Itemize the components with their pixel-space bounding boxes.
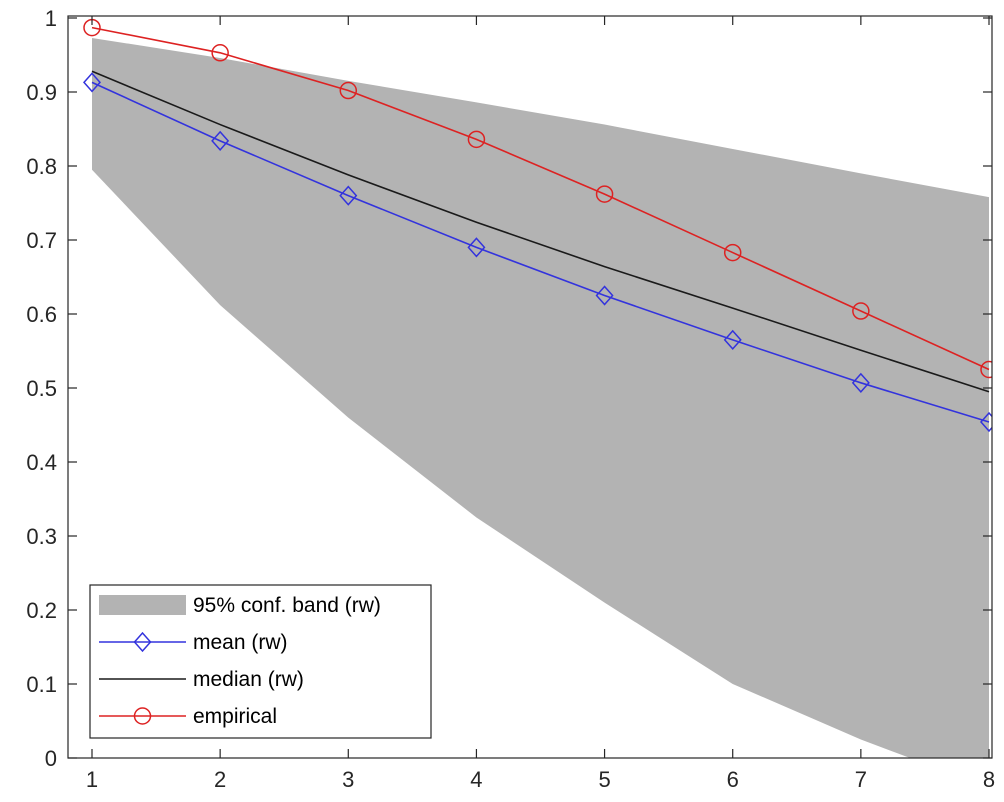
plot-frame xyxy=(67,15,993,759)
data-point-mean-rw xyxy=(979,411,992,433)
series-line-median-rw xyxy=(91,70,990,393)
data-point-empirical xyxy=(980,360,992,379)
data-point-empirical xyxy=(595,185,614,203)
x-tick-label: 7 xyxy=(855,767,867,792)
series-line-mean-rw xyxy=(91,81,990,423)
data-point-mean-rw xyxy=(595,285,614,306)
x-tick-label: 4 xyxy=(470,767,482,792)
legend-label: empirical xyxy=(193,705,277,728)
legend-label: 95% conf. band (rw) xyxy=(193,594,381,617)
data-point-mean-rw xyxy=(851,372,870,393)
legend: 95% conf. band (rw) mean (rw) median (rw) e… xyxy=(89,584,432,739)
y-tick-label: 0.9 xyxy=(26,80,57,105)
y-tick-label: 0.3 xyxy=(26,524,57,549)
x-tick-label: 6 xyxy=(727,767,739,792)
y-tick-label: 0.5 xyxy=(26,376,57,401)
legend-label: median (rw) xyxy=(193,668,304,691)
y-tick-label: 0.6 xyxy=(26,302,57,327)
y-tick-label: 0.4 xyxy=(26,450,57,475)
data-point-mean-rw xyxy=(211,130,230,151)
x-tick-label: 1 xyxy=(86,767,98,792)
legend-swatch-band xyxy=(99,595,186,615)
y-tick-label: 0.8 xyxy=(26,154,57,179)
data-point-empirical xyxy=(339,81,358,100)
x-tick-label: 8 xyxy=(983,767,995,792)
y-tick-label: 0 xyxy=(45,746,57,771)
data-point-empirical xyxy=(467,130,486,149)
data-point-mean-rw xyxy=(82,72,102,93)
data-point-empirical xyxy=(852,302,870,320)
data-point-mean-rw xyxy=(723,329,742,351)
data-point-empirical xyxy=(723,243,742,262)
y-tick-label: 0.1 xyxy=(26,672,57,697)
y-tick-label: 1 xyxy=(45,6,57,31)
confidence-band xyxy=(92,37,989,758)
legend-label: mean (rw) xyxy=(193,631,288,654)
series-line-empirical xyxy=(91,26,990,371)
legend-marker-circle xyxy=(133,707,152,725)
x-tick-label: 5 xyxy=(598,767,610,792)
x-tick-label: 2 xyxy=(214,767,226,792)
data-point-mean-rw xyxy=(467,237,486,258)
x-tick-label: 3 xyxy=(342,767,354,792)
data-point-mean-rw xyxy=(339,185,358,206)
legend-marker-diamond xyxy=(133,631,152,653)
data-point-empirical xyxy=(211,44,229,62)
y-tick-label: 0.2 xyxy=(26,598,57,623)
y-tick-label: 0.7 xyxy=(26,228,57,253)
